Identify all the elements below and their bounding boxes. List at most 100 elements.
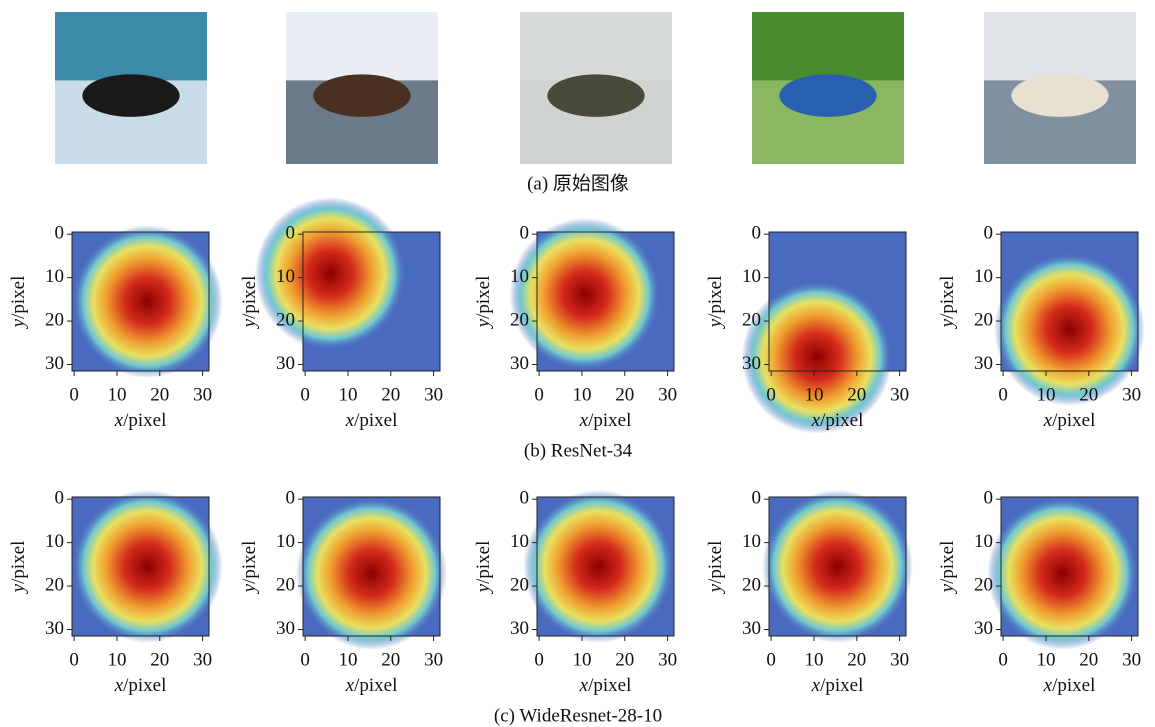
- x-tick-label: 10: [107, 384, 126, 405]
- y-tick-label: 10: [510, 531, 529, 552]
- x-tick-label: 30: [658, 384, 677, 405]
- y-axis-unit: /pixel: [705, 541, 726, 584]
- x-tick-label: 20: [381, 649, 400, 670]
- y-tick-label: 10: [276, 531, 295, 552]
- x-tick-label: 0: [534, 384, 544, 405]
- x-axis-label: x/pixel: [345, 675, 398, 696]
- y-axis-unit: /pixel: [937, 541, 958, 584]
- y-tick-label: 20: [742, 309, 761, 330]
- photo-object: [82, 74, 179, 117]
- x-tick-label: 20: [150, 649, 169, 670]
- y-axis-var: y: [705, 583, 726, 594]
- heatmap-hot: [510, 218, 661, 371]
- y-tick-label: 20: [974, 309, 993, 330]
- x-tick-label: 0: [300, 649, 310, 670]
- heatmap-hot: [72, 490, 223, 643]
- x-axis-label: x/pixel: [1043, 410, 1096, 431]
- x-tick-label: 10: [107, 649, 126, 670]
- y-tick-label: 30: [742, 618, 761, 639]
- y-axis-unit: /pixel: [473, 541, 494, 584]
- y-tick-label: 10: [974, 531, 993, 552]
- y-tick-label: 0: [520, 223, 530, 244]
- y-tick-label: 30: [276, 618, 295, 639]
- x-tick-label: 30: [424, 649, 443, 670]
- x-tick-label: 0: [998, 649, 1008, 670]
- y-axis-var: y: [239, 583, 260, 594]
- x-tick-label: 20: [847, 649, 866, 670]
- y-axis-unit: /pixel: [705, 276, 726, 319]
- x-axis-unit: /pixel: [354, 410, 397, 431]
- photo-object: [1011, 74, 1108, 117]
- x-axis-label: x/pixel: [811, 410, 864, 431]
- y-axis-var: y: [473, 583, 494, 594]
- y-axis-label: y/pixel: [473, 276, 494, 330]
- x-tick-label: 20: [615, 649, 634, 670]
- y-tick-label: 20: [276, 574, 295, 595]
- x-tick-label: 10: [338, 649, 357, 670]
- x-axis-label: x/pixel: [1043, 675, 1096, 696]
- x-axis-unit: /pixel: [588, 410, 631, 431]
- photo-object: [547, 74, 644, 117]
- x-tick-label: 10: [572, 649, 591, 670]
- x-tick-label: 10: [572, 384, 591, 405]
- heatmap-hot: [72, 225, 223, 378]
- x-tick-label: 30: [890, 384, 909, 405]
- y-tick-label: 10: [742, 531, 761, 552]
- y-axis-unit: /pixel: [8, 276, 29, 319]
- y-tick-label: 20: [742, 574, 761, 595]
- x-tick-label: 0: [300, 384, 310, 405]
- y-tick-label: 30: [276, 353, 295, 374]
- caption: (c) WideResnet-28-10: [494, 705, 662, 726]
- y-tick-label: 0: [55, 488, 65, 509]
- y-axis-var: y: [937, 318, 958, 329]
- y-axis-label: y/pixel: [239, 541, 260, 595]
- y-axis-label: y/pixel: [8, 541, 29, 595]
- y-axis-unit: /pixel: [937, 276, 958, 319]
- y-tick-label: 10: [510, 266, 529, 287]
- y-axis-label: y/pixel: [8, 276, 29, 330]
- y-tick-label: 30: [510, 618, 529, 639]
- x-tick-label: 0: [766, 649, 776, 670]
- y-tick-label: 0: [520, 488, 530, 509]
- x-axis-label: x/pixel: [114, 410, 167, 431]
- heatmap-hot: [994, 253, 1145, 406]
- x-axis-label: x/pixel: [114, 675, 167, 696]
- y-axis-var: y: [705, 318, 726, 329]
- x-tick-label: 0: [766, 384, 776, 405]
- x-tick-label: 20: [615, 384, 634, 405]
- x-tick-label: 30: [193, 384, 212, 405]
- y-tick-label: 10: [974, 266, 993, 287]
- x-tick-label: 20: [1079, 649, 1098, 670]
- x-axis-unit: /pixel: [123, 410, 166, 431]
- y-axis-var: y: [239, 318, 260, 329]
- heatmap-hot: [987, 497, 1138, 650]
- y-axis-unit: /pixel: [239, 541, 260, 584]
- y-tick-label: 30: [742, 353, 761, 374]
- heatmap-hot: [762, 490, 913, 643]
- y-axis-label: y/pixel: [937, 276, 958, 330]
- y-tick-label: 30: [974, 353, 993, 374]
- x-axis-label: x/pixel: [579, 675, 632, 696]
- x-tick-label: 0: [534, 649, 544, 670]
- y-axis-label: y/pixel: [937, 541, 958, 595]
- y-tick-label: 0: [984, 223, 994, 244]
- x-tick-label: 20: [150, 384, 169, 405]
- x-tick-label: 20: [381, 384, 400, 405]
- y-tick-label: 0: [286, 488, 296, 509]
- x-tick-label: 20: [847, 384, 866, 405]
- y-tick-label: 30: [45, 353, 64, 374]
- x-axis-unit: /pixel: [354, 675, 397, 696]
- heatmap-hot: [296, 497, 447, 650]
- x-tick-label: 10: [338, 384, 357, 405]
- y-tick-label: 0: [752, 223, 762, 244]
- y-tick-label: 30: [974, 618, 993, 639]
- x-tick-label: 0: [69, 384, 79, 405]
- x-tick-label: 0: [998, 384, 1008, 405]
- photo-object: [779, 74, 876, 117]
- y-tick-label: 10: [742, 266, 761, 287]
- y-tick-label: 0: [984, 488, 994, 509]
- caption: (a) 原始图像: [527, 172, 629, 194]
- y-axis-var: y: [8, 318, 29, 329]
- y-axis-var: y: [8, 583, 29, 594]
- x-tick-label: 10: [1036, 384, 1055, 405]
